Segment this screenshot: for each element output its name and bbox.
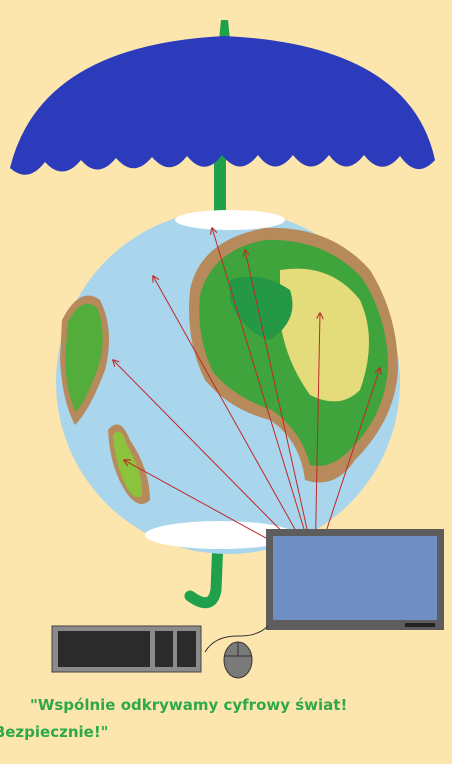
slogan-line: "Wspólnie odkrywamy cyfrowy świat! — [30, 696, 347, 714]
mouse — [224, 642, 252, 678]
slogan-line: "Bezpiecznie!" — [0, 723, 108, 741]
globe — [56, 210, 400, 554]
monitor — [266, 529, 444, 630]
poster: "Wspólnie odkrywamy cyfrowy świat! "Bezp… — [0, 0, 452, 764]
page: "Wspólnie odkrywamy cyfrowy świat! "Bezp… — [0, 0, 452, 764]
keyboard — [52, 626, 201, 672]
